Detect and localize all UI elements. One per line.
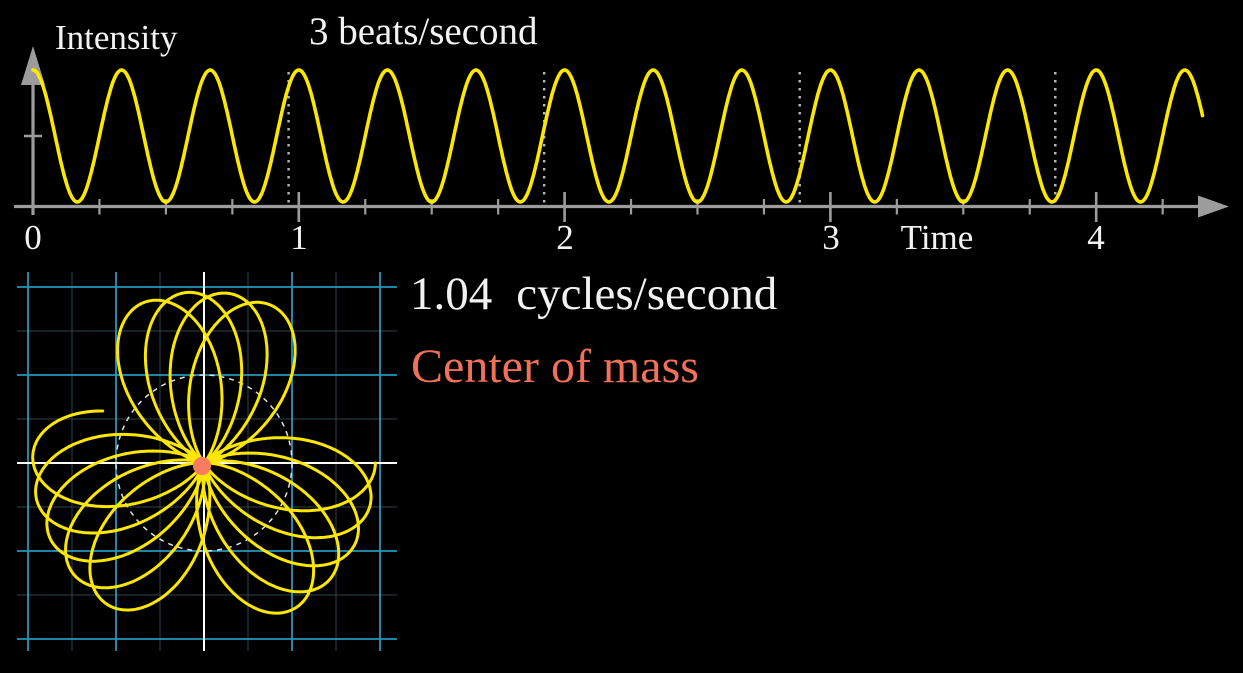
center-of-mass-label: Center of mass [411,340,699,393]
winding-frequency-unit: cycles/second [516,268,778,320]
time-axis-arrowhead-icon [1198,195,1229,218]
winding-frequency-readout: 1.04 cycles/second [410,271,777,318]
x-tick-label-0: 0 [24,218,42,257]
center-of-mass-dot [193,457,211,475]
x-tick-label-1: 1 [290,218,308,257]
wound-graph-plot [17,272,397,651]
beats-per-second-title: 3 beats/second [309,10,538,53]
x-tick-label-4: 4 [1087,218,1105,257]
winding-frequency-value: 1.04 [410,268,493,320]
intensity-time-chart [14,46,1229,222]
unit-circle-dashed [115,374,293,552]
time-axis-label: Time [900,218,974,257]
x-tick-label-3: 3 [822,218,840,257]
intensity-wave-curve [31,68,1205,204]
intensity-axis-label: Intensity [55,18,178,57]
wound-signal-curve [31,290,377,615]
x-tick-label-2: 2 [556,218,574,257]
